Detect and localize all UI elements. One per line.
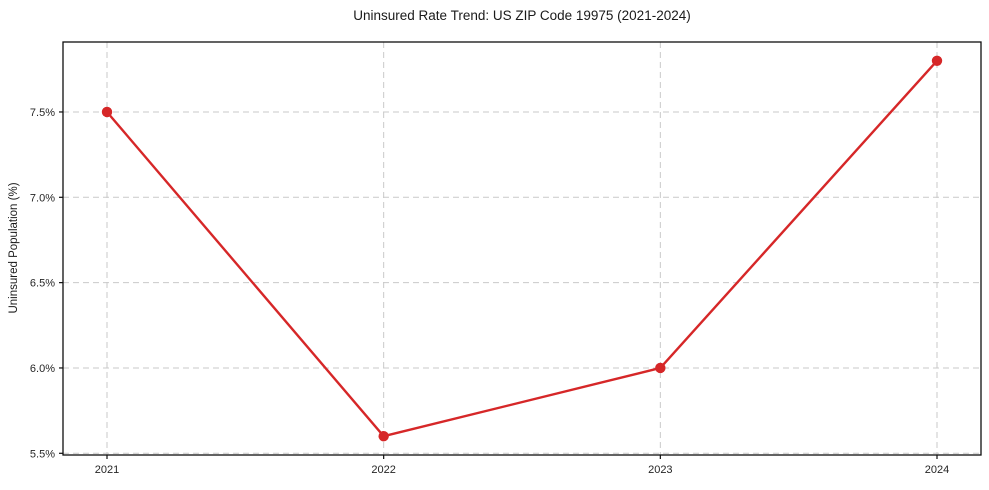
- data-point-2021: [101, 106, 113, 118]
- y-tick-label: 6.5%: [30, 278, 55, 290]
- y-tick-label: 6.0%: [30, 363, 55, 375]
- chart-title: Uninsured Rate Trend: US ZIP Code 19975 …: [353, 8, 691, 23]
- y-tick-label: 7.5%: [30, 107, 55, 119]
- x-tick-label: 2021: [95, 464, 119, 476]
- x-tick-label: 2024: [925, 464, 949, 476]
- plot-border: [62, 41, 982, 456]
- y-tick-label: 5.5%: [30, 448, 55, 460]
- data-point-2024: [931, 55, 943, 66]
- data-line: [105, 59, 939, 438]
- x-tick-label: 2023: [648, 464, 672, 476]
- data-point-2023: [655, 362, 666, 374]
- x-tick-label: 2022: [371, 464, 395, 476]
- data-point-2022: [378, 431, 389, 442]
- y-tick-label: 7.0%: [30, 192, 55, 204]
